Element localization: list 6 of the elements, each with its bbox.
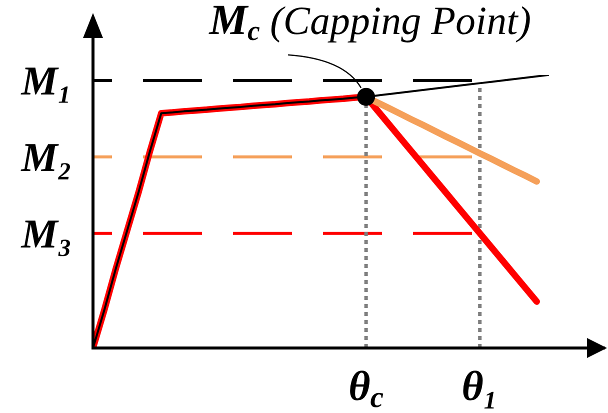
x-tick-label: θ₁ [462, 364, 498, 410]
ref-line-label: M₁ [20, 57, 72, 104]
ref-line-label: M₂ [20, 134, 72, 180]
x-tick-label: θ$_{c}$ [348, 364, 384, 413]
annotation: M$_{c}$ (Capping Point) [208, 0, 532, 47]
ref-line-label: M₃ [20, 210, 72, 256]
